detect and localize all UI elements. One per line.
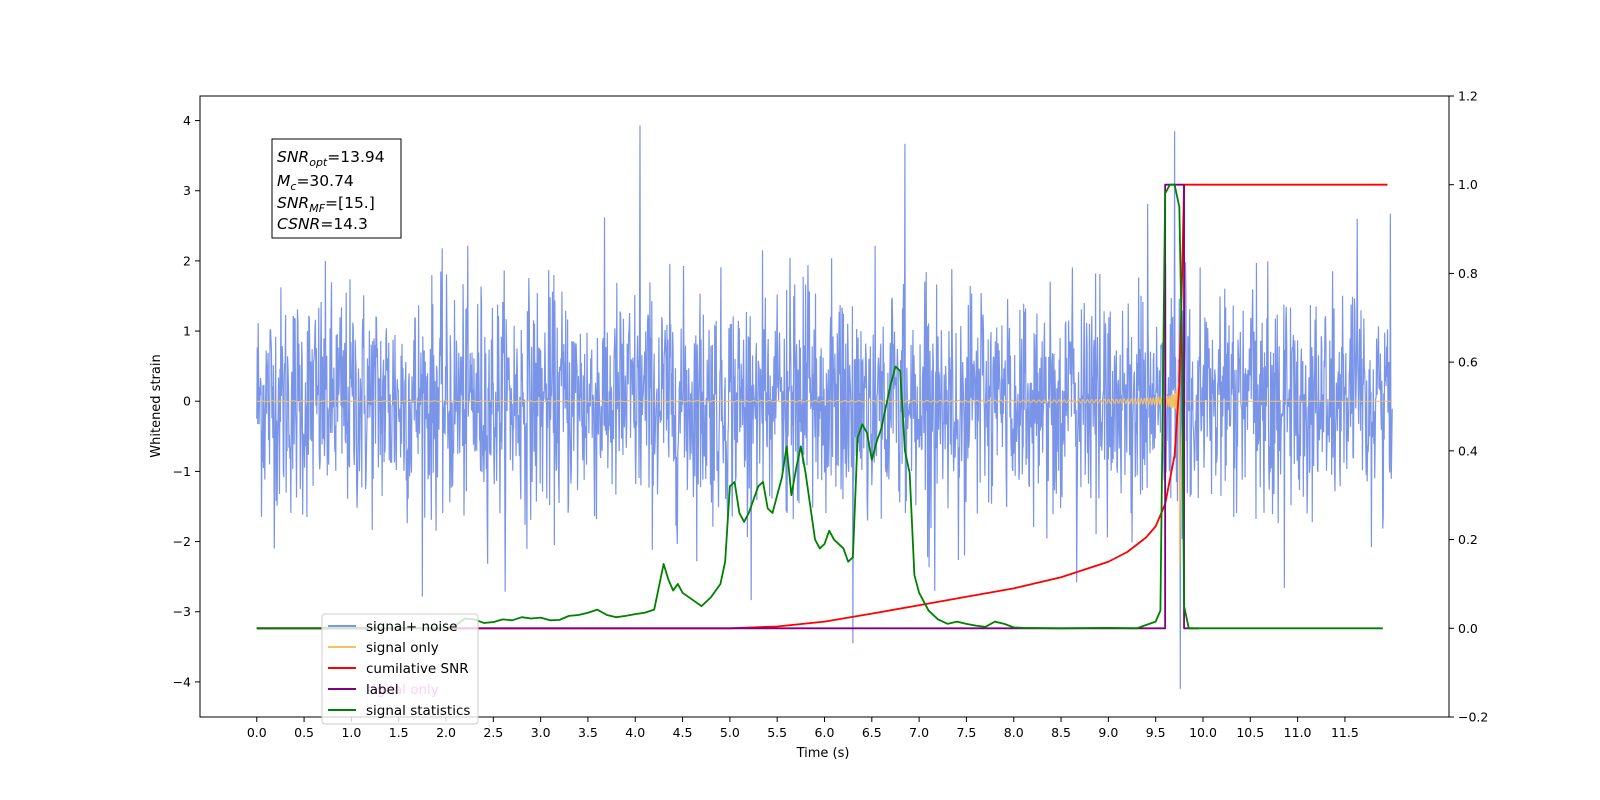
legend-entry-signal-only: signal only: [328, 640, 439, 656]
x-tick-label: 9.5: [1146, 725, 1166, 740]
snr-mf-symbol: SNR: [277, 194, 309, 212]
y2-tick-label: 1.2: [1458, 89, 1478, 104]
legend-label-signal-only: signal only: [366, 640, 439, 656]
csnr-value: =14.3: [320, 215, 368, 233]
stats-csnr: CSNR=14.3: [277, 215, 368, 233]
legend-entry-cumulative-snr: cumilative SNR: [328, 661, 469, 677]
x-tick-label: 5.5: [767, 725, 787, 740]
y-tick-label: −2: [173, 534, 191, 549]
legend-frame: [321, 613, 479, 725]
y-tick-label: 1: [183, 324, 191, 339]
legend-label-signal-only-ghost: signal only: [366, 682, 439, 698]
legend-entry-signal-statistics: signal statistics: [328, 703, 470, 719]
y-axis-label: Whitened strain: [149, 354, 164, 457]
legend-entry-label: signal only label: [328, 682, 439, 698]
snr-opt-value: =13.94: [327, 148, 384, 166]
x-tick-label: 1.0: [341, 725, 361, 740]
y-tick-label: 0: [183, 394, 191, 409]
x-tick-label: 3.5: [578, 725, 598, 740]
y-tick-label: 4: [183, 113, 191, 128]
y-tick-label: −3: [173, 604, 191, 619]
x-tick-label: 5.0: [720, 725, 740, 740]
stats-mc: Mc=30.74: [277, 172, 354, 193]
y-tick-label: −1: [173, 464, 191, 479]
snr-mf-sub: MF: [309, 202, 325, 215]
x-tick-label: 1.5: [389, 725, 409, 740]
x-tick-label: 10.0: [1189, 725, 1217, 740]
x-tick-label: 10.5: [1236, 725, 1264, 740]
legend-entry-signal-noise: signal+ noise: [328, 619, 457, 635]
x-axis: 0.0 0.5 1.0 1.5 2.0 2.5 3.0 3.5 4.0 4.5 5.0 5.5 6.0 6…: [247, 717, 1359, 740]
x-tick-label: 7.5: [956, 725, 976, 740]
y2-tick-label: 0.4: [1458, 443, 1478, 458]
x-tick-label: 6.5: [862, 725, 882, 740]
y2-tick-label: 0.8: [1458, 266, 1478, 281]
stats-snr-opt: SNRopt=13.94: [277, 148, 385, 169]
csnr-symbol: CSNR: [277, 215, 320, 233]
x-tick-label: 4.5: [673, 725, 693, 740]
x-tick-label: 9.0: [1098, 725, 1118, 740]
y2-tick-label: 1.0: [1458, 177, 1478, 192]
y2-tick-label: 0.2: [1458, 532, 1478, 547]
mc-value: =30.74: [296, 172, 353, 190]
stats-snr-mf: SNRMF=[15.]: [277, 194, 375, 215]
stats-box: SNRopt=13.94 Mc=30.74 SNRMF=[15.] CSNR=1…: [271, 138, 402, 239]
legend-label-signal-statistics: signal statistics: [366, 703, 470, 719]
x-tick-label: 8.0: [1004, 725, 1024, 740]
x-tick-label: 4.0: [625, 725, 645, 740]
x-tick-label: 2.0: [436, 725, 456, 740]
x-tick-label: 8.5: [1051, 725, 1071, 740]
snr-mf-value: =[15.]: [325, 194, 375, 212]
plot-area: [256, 125, 1393, 689]
snr-opt-symbol: SNR: [277, 148, 309, 166]
legend-label-label: label: [366, 682, 399, 698]
legend-label-cumulative-snr: cumilative SNR: [366, 661, 469, 677]
x-tick-label: 2.5: [483, 725, 503, 740]
x-tick-label: 11.0: [1284, 725, 1312, 740]
x-tick-label: 0.5: [294, 725, 314, 740]
y-tick-label: −4: [173, 674, 191, 689]
x-axis-label: Time (s): [796, 746, 850, 761]
legend-label-signal-noise: signal+ noise: [366, 619, 457, 635]
mc-symbol: M: [277, 172, 290, 190]
x-tick-label: 7.0: [909, 725, 929, 740]
snr-opt-sub: opt: [309, 156, 328, 169]
y2-tick-label: 0.6: [1458, 355, 1478, 370]
x-tick-label: 3.0: [531, 725, 551, 740]
legend: signal+ noise signal only cumilative SNR…: [321, 613, 479, 725]
y-tick-label: 2: [183, 253, 191, 268]
y2-tick-label: 0.0: [1458, 621, 1478, 636]
y-axis-right: 1.2 1.0 0.8 0.6 0.4 0.2 0.0 −0.2: [1449, 89, 1488, 725]
y-tick-label: 3: [183, 183, 191, 198]
stats-box-frame: [271, 138, 402, 239]
series-signal-statistics-line: [256, 183, 1383, 630]
x-tick-label: 6.0: [815, 725, 835, 740]
x-tick-label: 11.5: [1331, 725, 1359, 740]
series-signal-only-line: [256, 362, 1393, 568]
y-axis-left: 4 3 2 1 0 −1 −2 −3 −4: [173, 113, 200, 689]
x-tick-label: 0.0: [247, 725, 267, 740]
series-signal-noise-line: [256, 125, 1393, 689]
y2-tick-label: −0.2: [1458, 710, 1488, 725]
mc-sub: c: [290, 180, 296, 193]
